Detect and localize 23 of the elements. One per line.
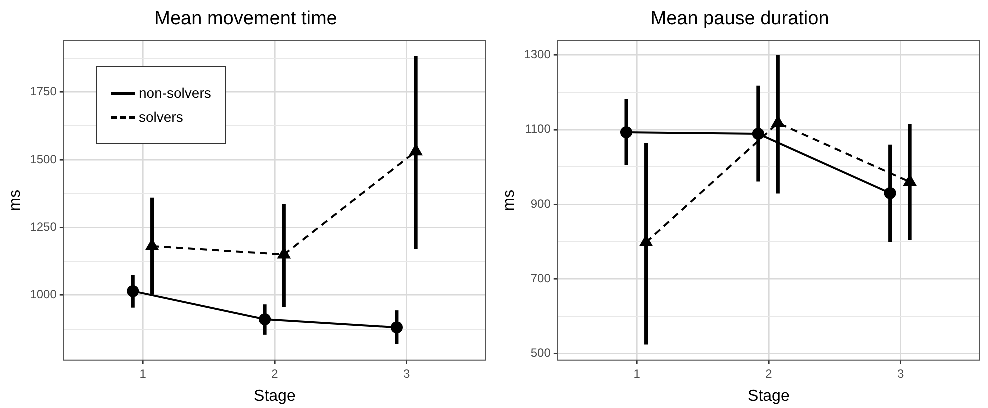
- y-axis-title: ms: [7, 190, 24, 212]
- legend-label: non-solvers: [139, 85, 212, 101]
- y-axis-title: ms: [501, 190, 518, 212]
- y-tick-label: 700: [530, 271, 552, 286]
- x-tick-label: 2: [766, 366, 773, 381]
- y-tick-label: 1500: [30, 152, 58, 166]
- x-tick-label: 3: [898, 366, 905, 381]
- y-tick-label: 1000: [30, 288, 58, 302]
- x-tick-label: 1: [634, 366, 641, 381]
- x-axis-title: Stage: [748, 388, 790, 405]
- x-axis-title: Stage: [254, 388, 296, 405]
- y-tick-label: 1300: [524, 48, 552, 62]
- y-tick-label: 500: [530, 346, 552, 360]
- chart-title: Mean movement time: [154, 8, 338, 30]
- chart-title: Mean pause duration: [650, 8, 830, 30]
- y-tick-label: 1100: [525, 122, 552, 136]
- y-tick-label: 900: [530, 196, 552, 211]
- x-tick-label: 1: [140, 366, 147, 381]
- x-tick-label: 3: [404, 366, 411, 381]
- legend-label: solvers: [139, 109, 184, 125]
- y-tick-label: 1250: [30, 220, 58, 234]
- y-tick-label: 1750: [30, 84, 58, 99]
- x-tick-label: 2: [272, 366, 279, 381]
